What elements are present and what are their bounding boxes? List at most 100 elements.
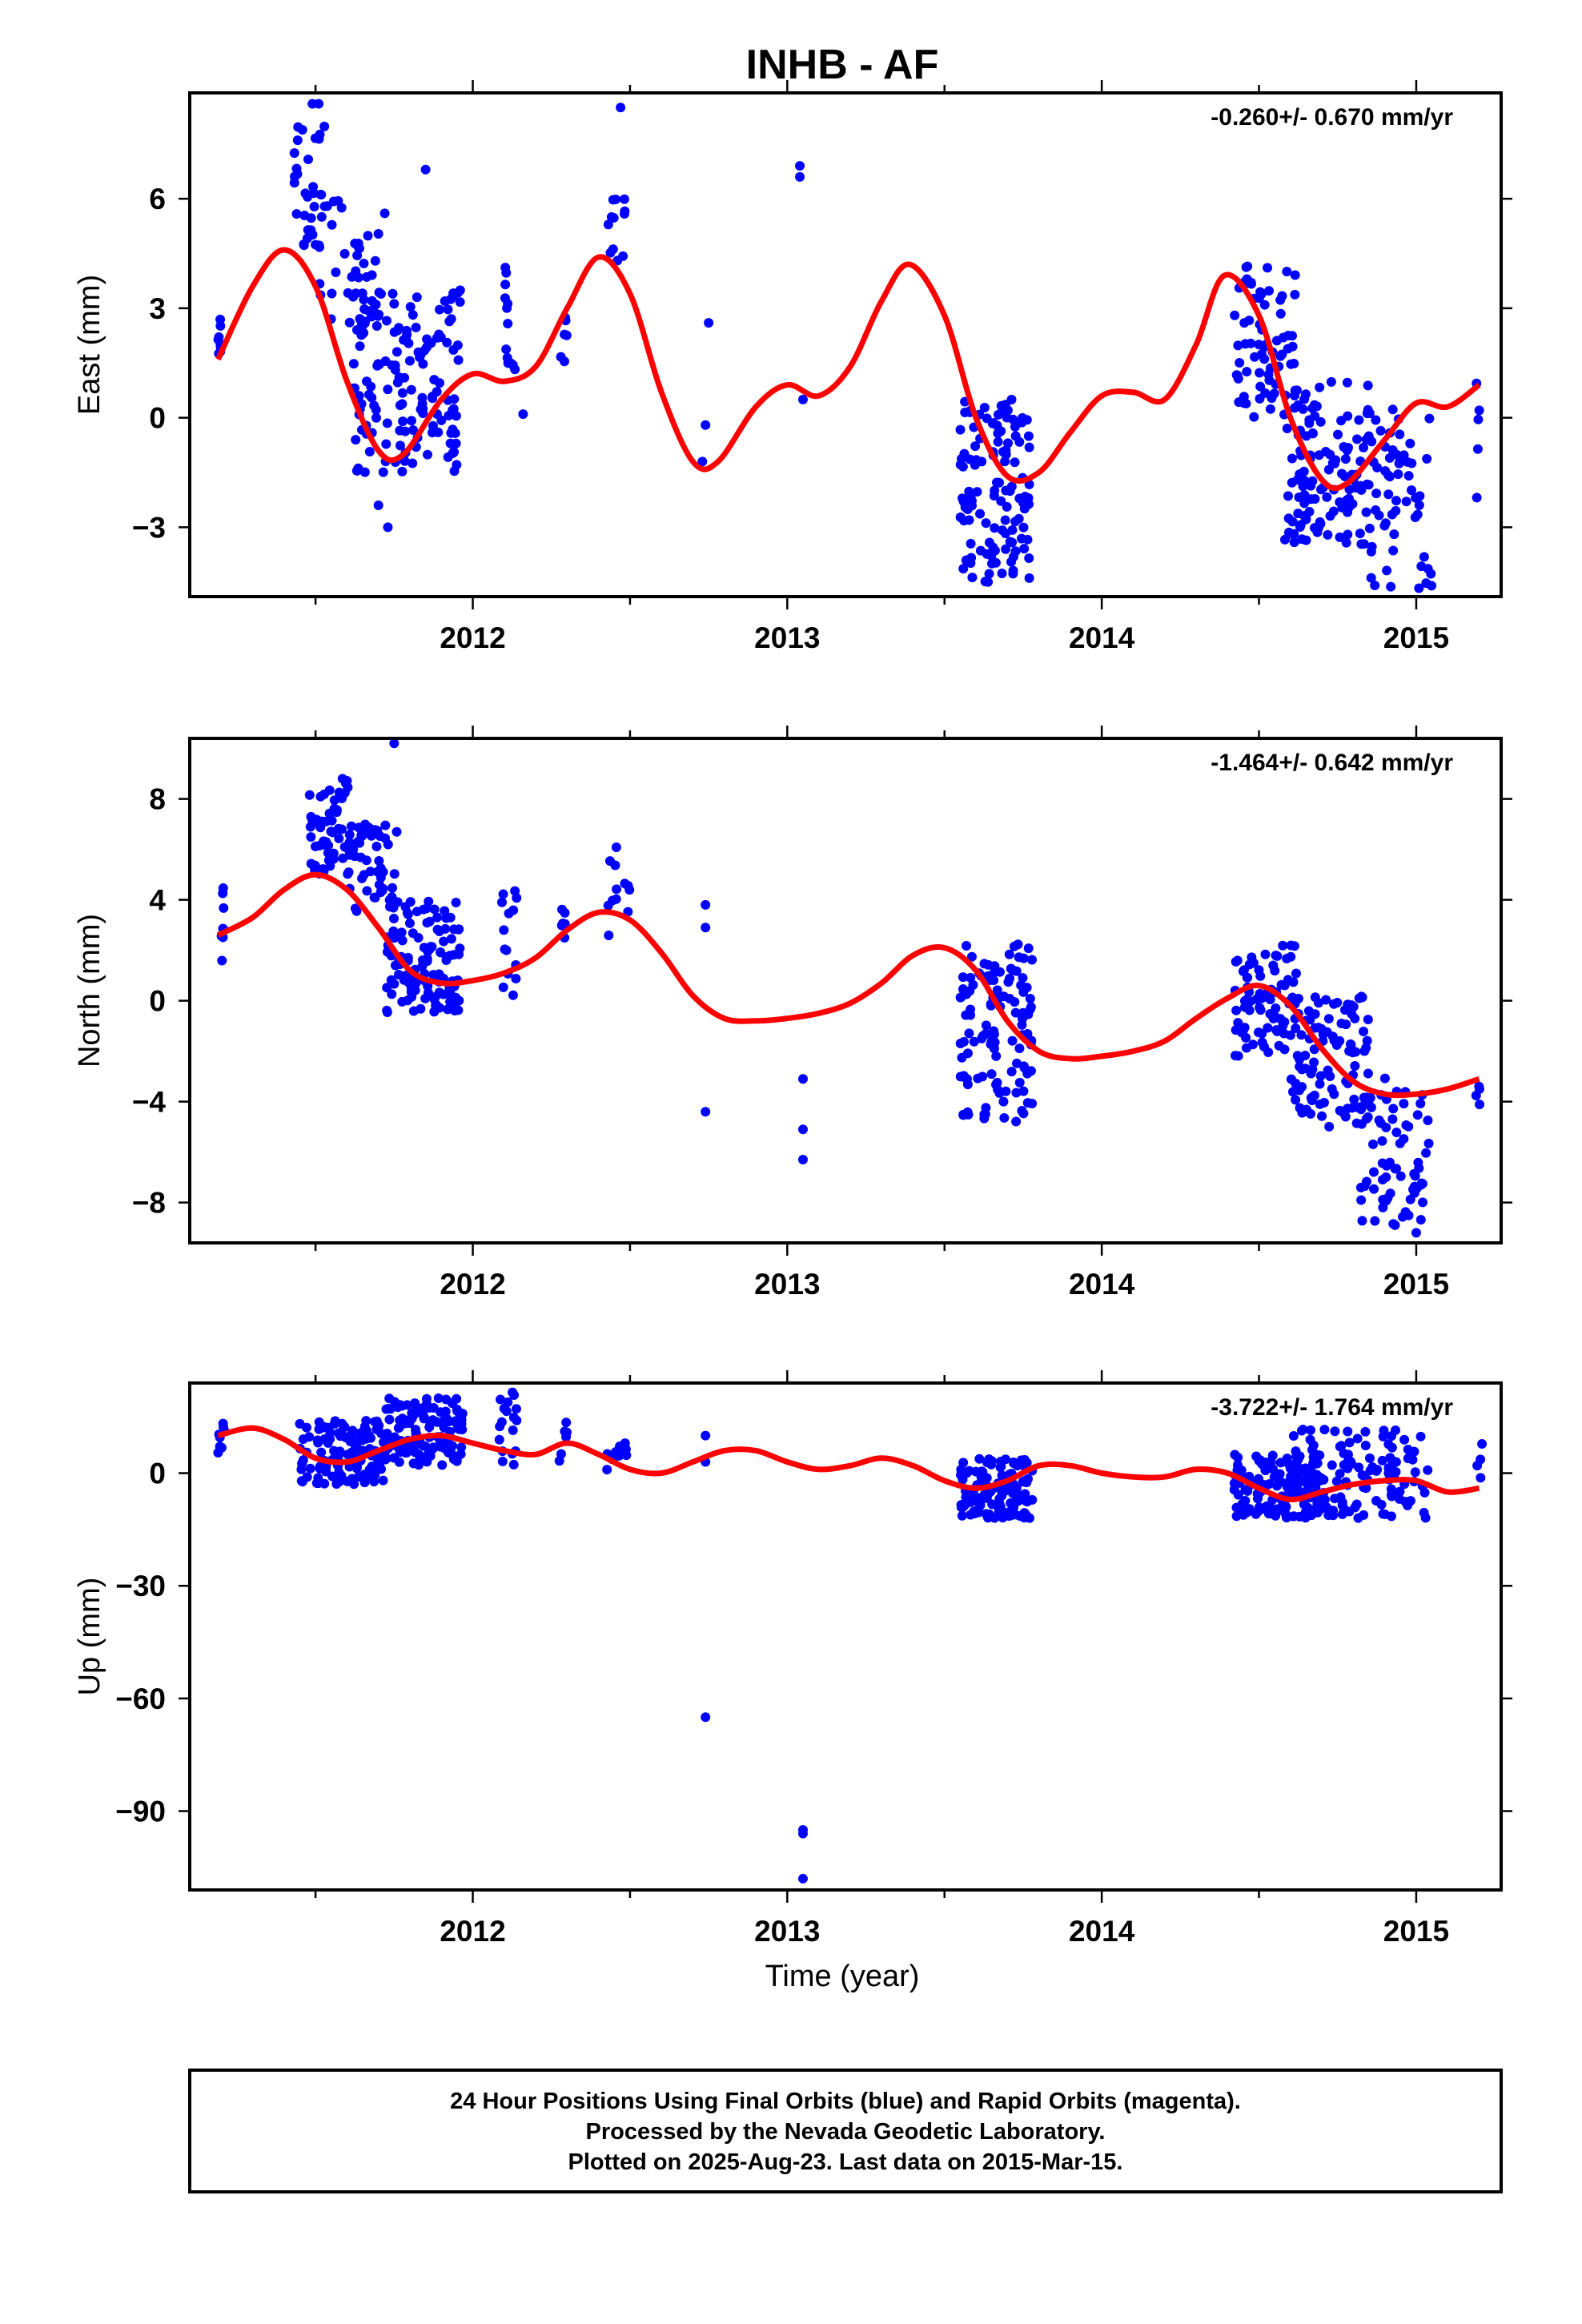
data-point: [1260, 950, 1270, 959]
data-point: [388, 927, 398, 936]
data-point: [1311, 992, 1320, 1002]
data-point: [428, 393, 437, 403]
data-point: [1317, 1112, 1327, 1121]
data-point: [321, 1467, 331, 1477]
data-point: [1388, 546, 1398, 556]
data-point: [1321, 447, 1331, 456]
data-point: [1027, 955, 1037, 965]
data-point: [1290, 403, 1299, 412]
data-point: [1406, 1195, 1415, 1204]
data-point: [1025, 573, 1034, 583]
data-point: [1401, 1120, 1411, 1130]
data-point: [326, 826, 335, 836]
data-point: [512, 1404, 521, 1413]
data-point: [1330, 1426, 1339, 1436]
data-point: [1395, 1139, 1405, 1148]
data-point: [1011, 1008, 1021, 1018]
data-point: [509, 1390, 519, 1400]
data-point: [1022, 983, 1032, 992]
data-point: [561, 1432, 571, 1441]
data-point: [1298, 481, 1307, 491]
data-point: [451, 1452, 460, 1462]
data-point: [366, 382, 375, 392]
data-point: [376, 289, 386, 299]
data-point: [1296, 1030, 1306, 1039]
data-point: [1025, 443, 1034, 452]
data-point: [612, 884, 621, 894]
data-point: [1286, 360, 1295, 369]
data-point: [993, 985, 1002, 995]
data-point: [405, 356, 415, 366]
data-point: [1398, 1212, 1407, 1222]
data-point: [338, 854, 347, 863]
data-point: [347, 1429, 356, 1439]
data-point: [1473, 444, 1483, 454]
data-point: [351, 288, 360, 298]
y-tick-label: 8: [149, 783, 166, 816]
data-point: [1386, 582, 1395, 592]
data-point: [314, 99, 323, 109]
data-point: [1301, 389, 1311, 399]
data-point: [374, 501, 383, 510]
data-point: [701, 420, 710, 430]
data-point: [1387, 1115, 1397, 1124]
data-point: [1349, 1095, 1359, 1104]
x-tick-label: 2012: [440, 1268, 505, 1301]
data-point: [1322, 493, 1331, 502]
data-point: [311, 861, 320, 870]
y-tick-label: −30: [115, 1570, 166, 1602]
data-point: [1379, 1425, 1388, 1435]
data-point: [307, 815, 317, 825]
data-point: [1288, 1469, 1298, 1478]
data-point: [384, 1415, 394, 1425]
data-point: [1387, 1484, 1396, 1494]
data-point: [1370, 1216, 1379, 1226]
data-point: [501, 344, 511, 354]
data-point: [498, 1457, 508, 1466]
data-point: [956, 425, 966, 435]
data-point: [1310, 494, 1319, 504]
data-point: [615, 1441, 624, 1451]
data-point: [414, 1449, 424, 1459]
data-point: [990, 491, 999, 501]
data-point: [1343, 378, 1352, 388]
data-point: [1276, 309, 1286, 319]
data-point: [1422, 454, 1431, 464]
data-point: [1247, 952, 1256, 962]
data-point: [405, 919, 415, 928]
data-point: [1239, 392, 1249, 401]
data-point: [975, 1498, 985, 1507]
data-point: [310, 202, 319, 211]
data-point: [509, 1460, 519, 1470]
data-point: [1290, 290, 1299, 300]
data-point: [214, 335, 223, 344]
data-point: [1395, 429, 1404, 439]
data-point: [400, 427, 410, 436]
data-point: [402, 330, 412, 340]
data-point: [1423, 1116, 1432, 1125]
data-point: [1411, 1171, 1420, 1180]
data-point: [300, 188, 310, 198]
data-point: [1296, 520, 1306, 529]
data-point: [303, 1472, 312, 1482]
data-point: [306, 832, 315, 842]
data-point: [1002, 502, 1012, 512]
data-point: [371, 405, 381, 415]
data-point: [1355, 529, 1365, 538]
data-point: [1329, 1089, 1339, 1099]
data-point: [319, 122, 329, 131]
data-point: [390, 869, 400, 879]
data-point: [990, 523, 999, 533]
y-tick-label: −4: [132, 1086, 167, 1119]
data-point: [982, 518, 991, 528]
data-point: [556, 352, 566, 362]
panel-north: 2012 2013 2014 2015−8−4048North (mm)-1.464+…: [73, 726, 1512, 1301]
data-point: [1324, 1014, 1334, 1023]
data-point: [357, 874, 367, 883]
data-point: [1344, 1046, 1354, 1055]
data-point: [1255, 368, 1264, 378]
data-point: [347, 1474, 357, 1483]
data-point: [958, 972, 968, 982]
data-point: [1403, 1445, 1413, 1454]
data-point: [1343, 508, 1352, 517]
